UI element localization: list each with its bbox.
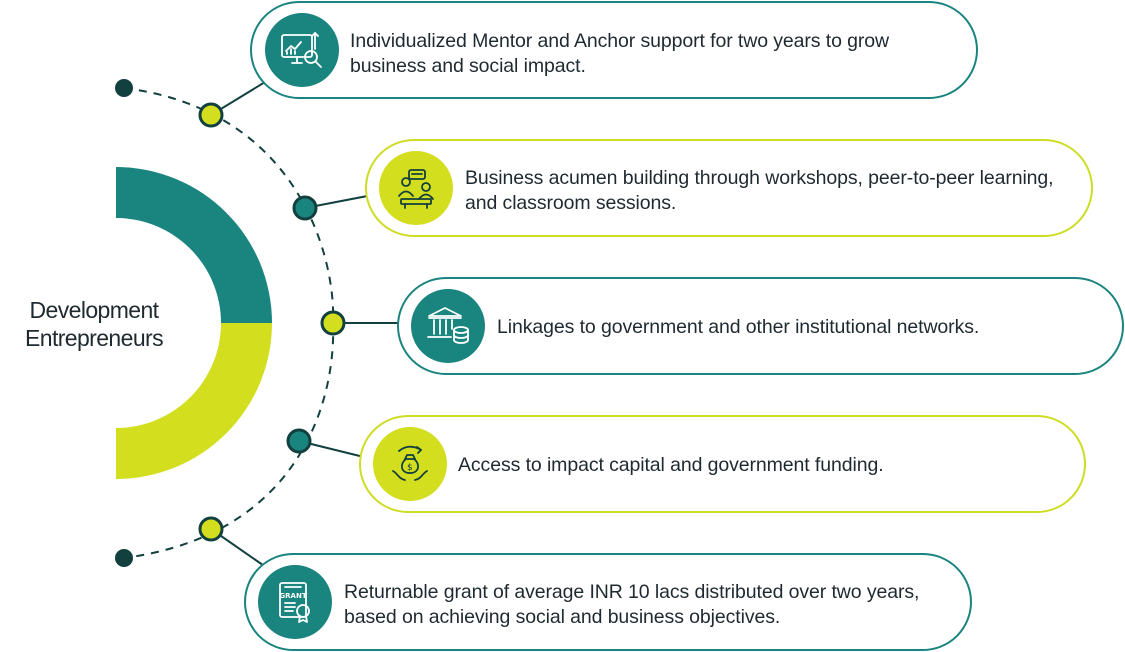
item-card-mentor-support <box>250 1 978 99</box>
item-text-mentor-support: Individualized Mentor and Anchor support… <box>350 30 890 77</box>
grant-icon-label: GRANT <box>279 592 306 600</box>
node-dot-1 <box>198 102 224 128</box>
item-text-returnable-grant: Returnable grant of average INR 10 lacs … <box>344 581 920 628</box>
item-text-linkages: Linkages to government and other institu… <box>497 316 980 338</box>
node-dot-3 <box>320 310 346 336</box>
funding-hands-icon: $ <box>373 427 447 501</box>
workshop-meeting-icon <box>379 151 453 225</box>
hub-ring-teal <box>116 167 272 323</box>
hub-title-line1: Development <box>29 297 160 323</box>
item-card-business-acumen <box>365 139 1093 237</box>
node-dot-4 <box>286 428 312 454</box>
hub-title-line2: Entrepreneurs <box>25 325 164 351</box>
node-dot-2 <box>292 195 318 221</box>
orbit-endpoint-top <box>115 79 133 97</box>
svg-text:$: $ <box>407 463 413 473</box>
item-card-impact-capital <box>359 415 1086 513</box>
item-text-impact-capital: Access to impact capital and government … <box>458 454 884 476</box>
hub-title: Development Entrepreneurs <box>0 296 188 352</box>
government-building-icon <box>411 289 485 363</box>
item-text-business-acumen: Business acumen building through worksho… <box>465 167 1054 214</box>
grant-certificate-icon: GRANT <box>258 565 332 639</box>
analytics-monitor-icon <box>265 13 339 87</box>
item-card-returnable-grant <box>244 553 972 651</box>
hub-ring-lime <box>116 323 272 479</box>
orbit-endpoint-bottom <box>115 549 133 567</box>
node-dot-5 <box>198 516 224 542</box>
item-card-linkages <box>397 277 1124 375</box>
